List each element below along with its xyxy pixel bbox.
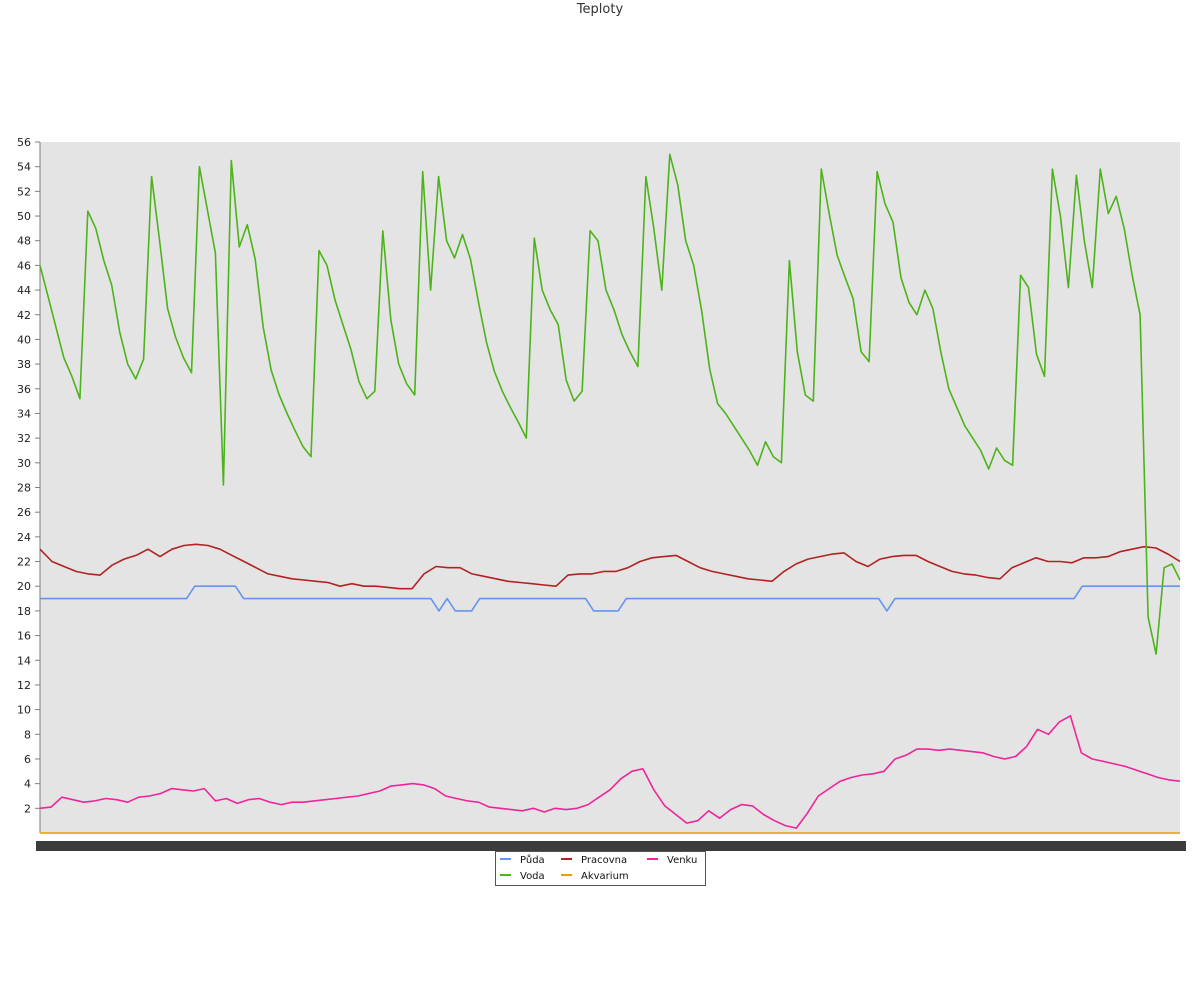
y-tick-label: 24 [17,531,31,544]
y-tick-label: 36 [17,383,31,396]
y-tick-label: 22 [17,556,31,569]
plot-area [40,142,1180,833]
legend-item: Venku [647,854,697,868]
legend-label: Půda [520,855,545,866]
legend-label: Pracovna [581,855,628,866]
legend: Půda Voda Pracovna Akvarium Venku [495,851,706,886]
y-tick-label: 26 [17,506,31,519]
y-tick-label: 18 [17,605,31,618]
legend-swatch [500,874,511,876]
y-tick-label: 46 [17,259,31,272]
y-tick-label: 8 [24,728,31,741]
y-tick-label: 56 [17,136,31,149]
series-line-venku [39,714,1181,829]
y-tick-label: 14 [17,654,31,667]
y-tick-label: 16 [17,630,31,643]
y-tick-label: 20 [17,580,31,593]
y-tick-label: 44 [17,284,31,297]
series-line-puda [40,585,1180,612]
y-tick-label: 54 [17,161,31,174]
series-line-pracovna [39,543,1181,590]
y-tick-label: 10 [17,704,31,717]
y-tick-label: 52 [17,185,31,198]
legend-item: Akvarium [561,870,629,884]
y-tick-label: 30 [17,457,31,470]
y-tick-label: 4 [24,778,31,791]
legend-swatch [647,858,658,860]
legend-label: Venku [667,855,698,866]
y-tick-label: 2 [24,802,31,815]
y-tick-label: 48 [17,235,31,248]
x-axis-band [36,841,1186,851]
legend-swatch [500,858,511,860]
legend-swatch [561,858,572,860]
y-tick-label: 12 [17,679,31,692]
series-line-voda [39,153,1181,655]
y-tick-label: 40 [17,333,31,346]
y-axis-ticks: 2468101214161820222426283032343638404244… [17,136,40,815]
y-tick-label: 50 [17,210,31,223]
legend-item: Pracovna [561,854,627,868]
legend-item: Půda [500,854,545,868]
legend-swatch [561,874,572,876]
y-tick-label: 32 [17,432,31,445]
legend-item: Voda [500,870,545,884]
series-layer [39,153,1181,834]
y-tick-label: 6 [24,753,31,766]
y-tick-label: 42 [17,309,31,322]
chart-title: Teploty [576,2,624,17]
y-tick-label: 34 [17,407,31,420]
y-tick-label: 28 [17,482,31,495]
y-tick-label: 38 [17,358,31,371]
legend-label: Voda [520,871,545,882]
legend-label: Akvarium [581,871,629,882]
